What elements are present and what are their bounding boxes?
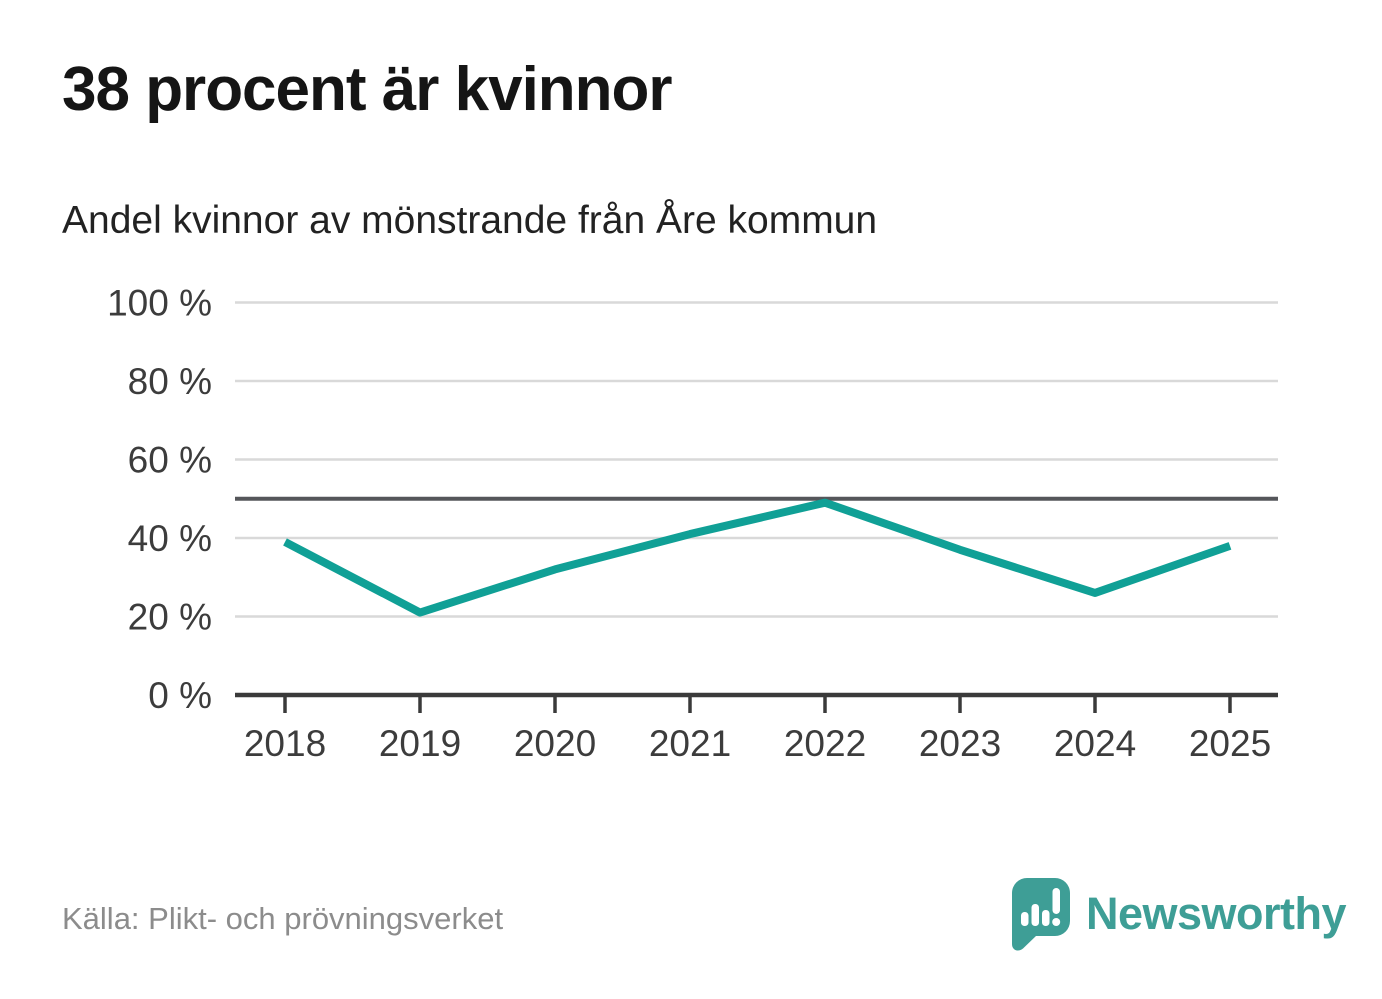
newsworthy-logo-icon	[1012, 878, 1070, 951]
chart-title: 38 procent är kvinnor	[62, 55, 673, 124]
x-axis-tick-label: 2024	[1054, 723, 1136, 764]
x-axis-tick-label: 2022	[784, 723, 866, 764]
x-axis-tick-label: 2023	[919, 723, 1001, 764]
x-axis-tick-label: 2020	[514, 723, 596, 764]
y-axis-tick-label: 100 %	[107, 283, 212, 324]
brand-name: Newsworthy	[1086, 888, 1347, 939]
y-axis-tick-label: 60 %	[128, 440, 212, 481]
x-axis-tick-label: 2025	[1189, 723, 1271, 764]
brand-lockup: Newsworthy	[1010, 876, 1347, 952]
y-axis-tick-label: 80 %	[128, 361, 212, 402]
data-line	[283, 498, 1232, 617]
x-axis-tick-label: 2018	[244, 723, 326, 764]
y-axis-tick-label: 20 %	[128, 597, 212, 638]
source-note: Källa: Plikt- och prövningsverket	[62, 901, 504, 936]
y-axis-tick-label: 40 %	[128, 518, 212, 559]
chart-subtitle: Andel kvinnor av mönstrande från Åre kom…	[62, 199, 878, 242]
y-axis-tick-label: 0 %	[148, 675, 212, 716]
x-axis-tick-label: 2021	[649, 723, 731, 764]
x-axis-tick-label: 2019	[379, 723, 461, 764]
